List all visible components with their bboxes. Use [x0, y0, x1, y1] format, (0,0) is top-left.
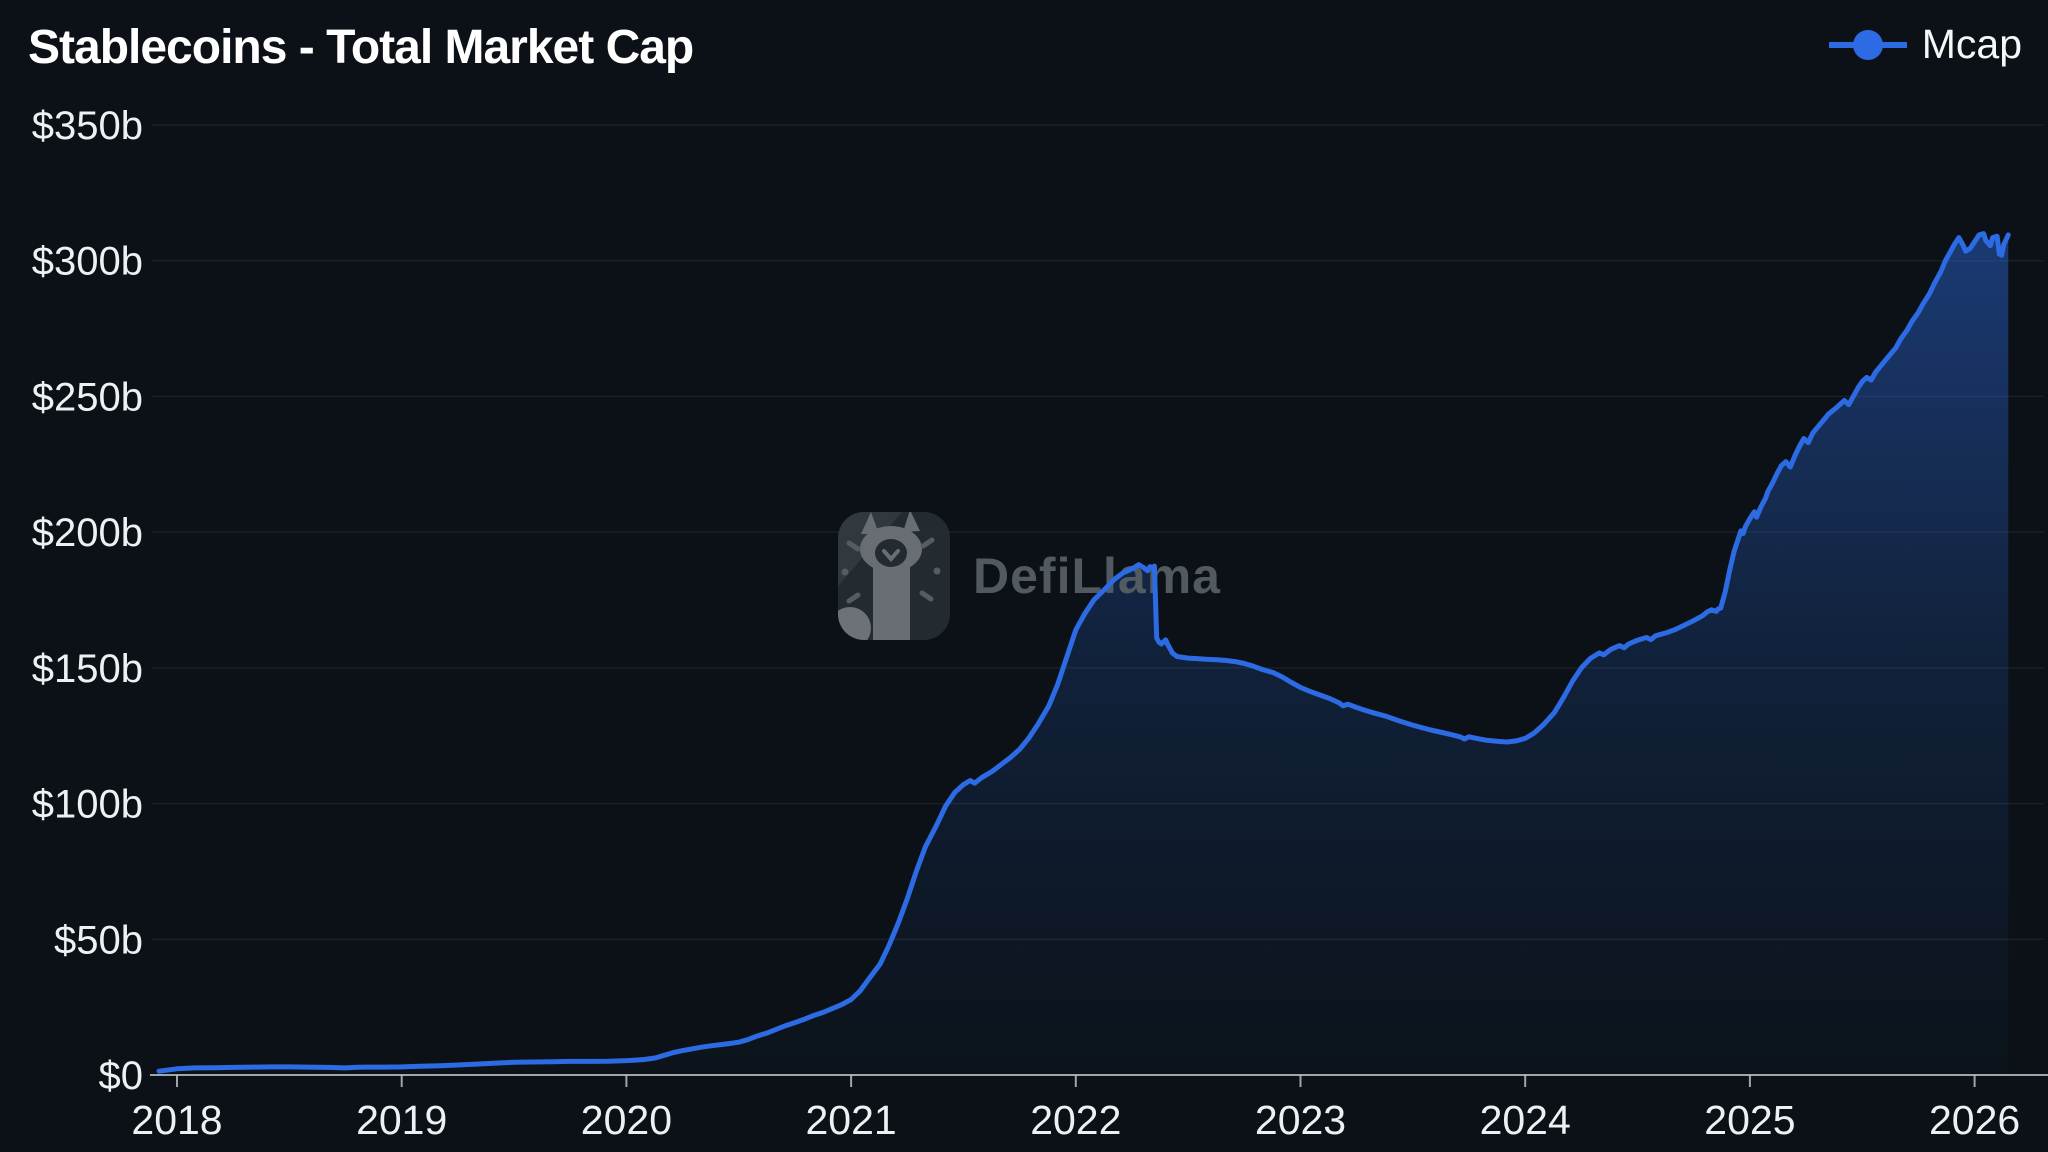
x-tick-label: 2026 [1929, 1097, 2020, 1143]
x-axis-labels: 2018 2019 2020 2021 2022 2023 2024 2025 2026 [131, 1097, 2020, 1143]
mcap-line-series [156, 231, 2011, 1074]
y-tick-label: $300b [32, 240, 143, 284]
mcap-area-fill [159, 233, 2009, 1076]
x-tick-label: 2020 [581, 1097, 672, 1143]
x-axis [150, 1074, 2048, 1087]
y-tick-label: $350b [32, 104, 143, 148]
legend-label: Mcap [1921, 21, 2022, 67]
x-tick-label: 2018 [131, 1097, 222, 1143]
y-tick-label: $200b [32, 511, 143, 555]
x-tick-label: 2019 [356, 1097, 447, 1143]
y-tick-label: $150b [32, 647, 143, 691]
x-tick-label: 2024 [1480, 1097, 1571, 1143]
x-tick-label: 2023 [1255, 1097, 1346, 1143]
y-tick-label: $100b [32, 783, 143, 827]
x-tick-label: 2025 [1704, 1097, 1795, 1143]
legend-item-mcap[interactable]: Mcap [1826, 24, 2022, 65]
x-tick-label: 2022 [1030, 1097, 1121, 1143]
x-tick-label: 2021 [805, 1097, 896, 1143]
y-tick-label: $250b [32, 375, 143, 419]
defillama-logo-icon [838, 512, 950, 640]
y-tick-label: $0 [99, 1054, 144, 1098]
legend-marker-icon [1828, 29, 1907, 60]
y-axis-labels: $0 $50b $100b $150b $200b $250b $300b $350b [32, 104, 143, 1098]
chart-title: Stablecoins - Total Market Cap [28, 21, 694, 74]
y-tick-label: $50b [54, 918, 143, 962]
defillama-watermark: DefiLlama [838, 512, 1220, 640]
